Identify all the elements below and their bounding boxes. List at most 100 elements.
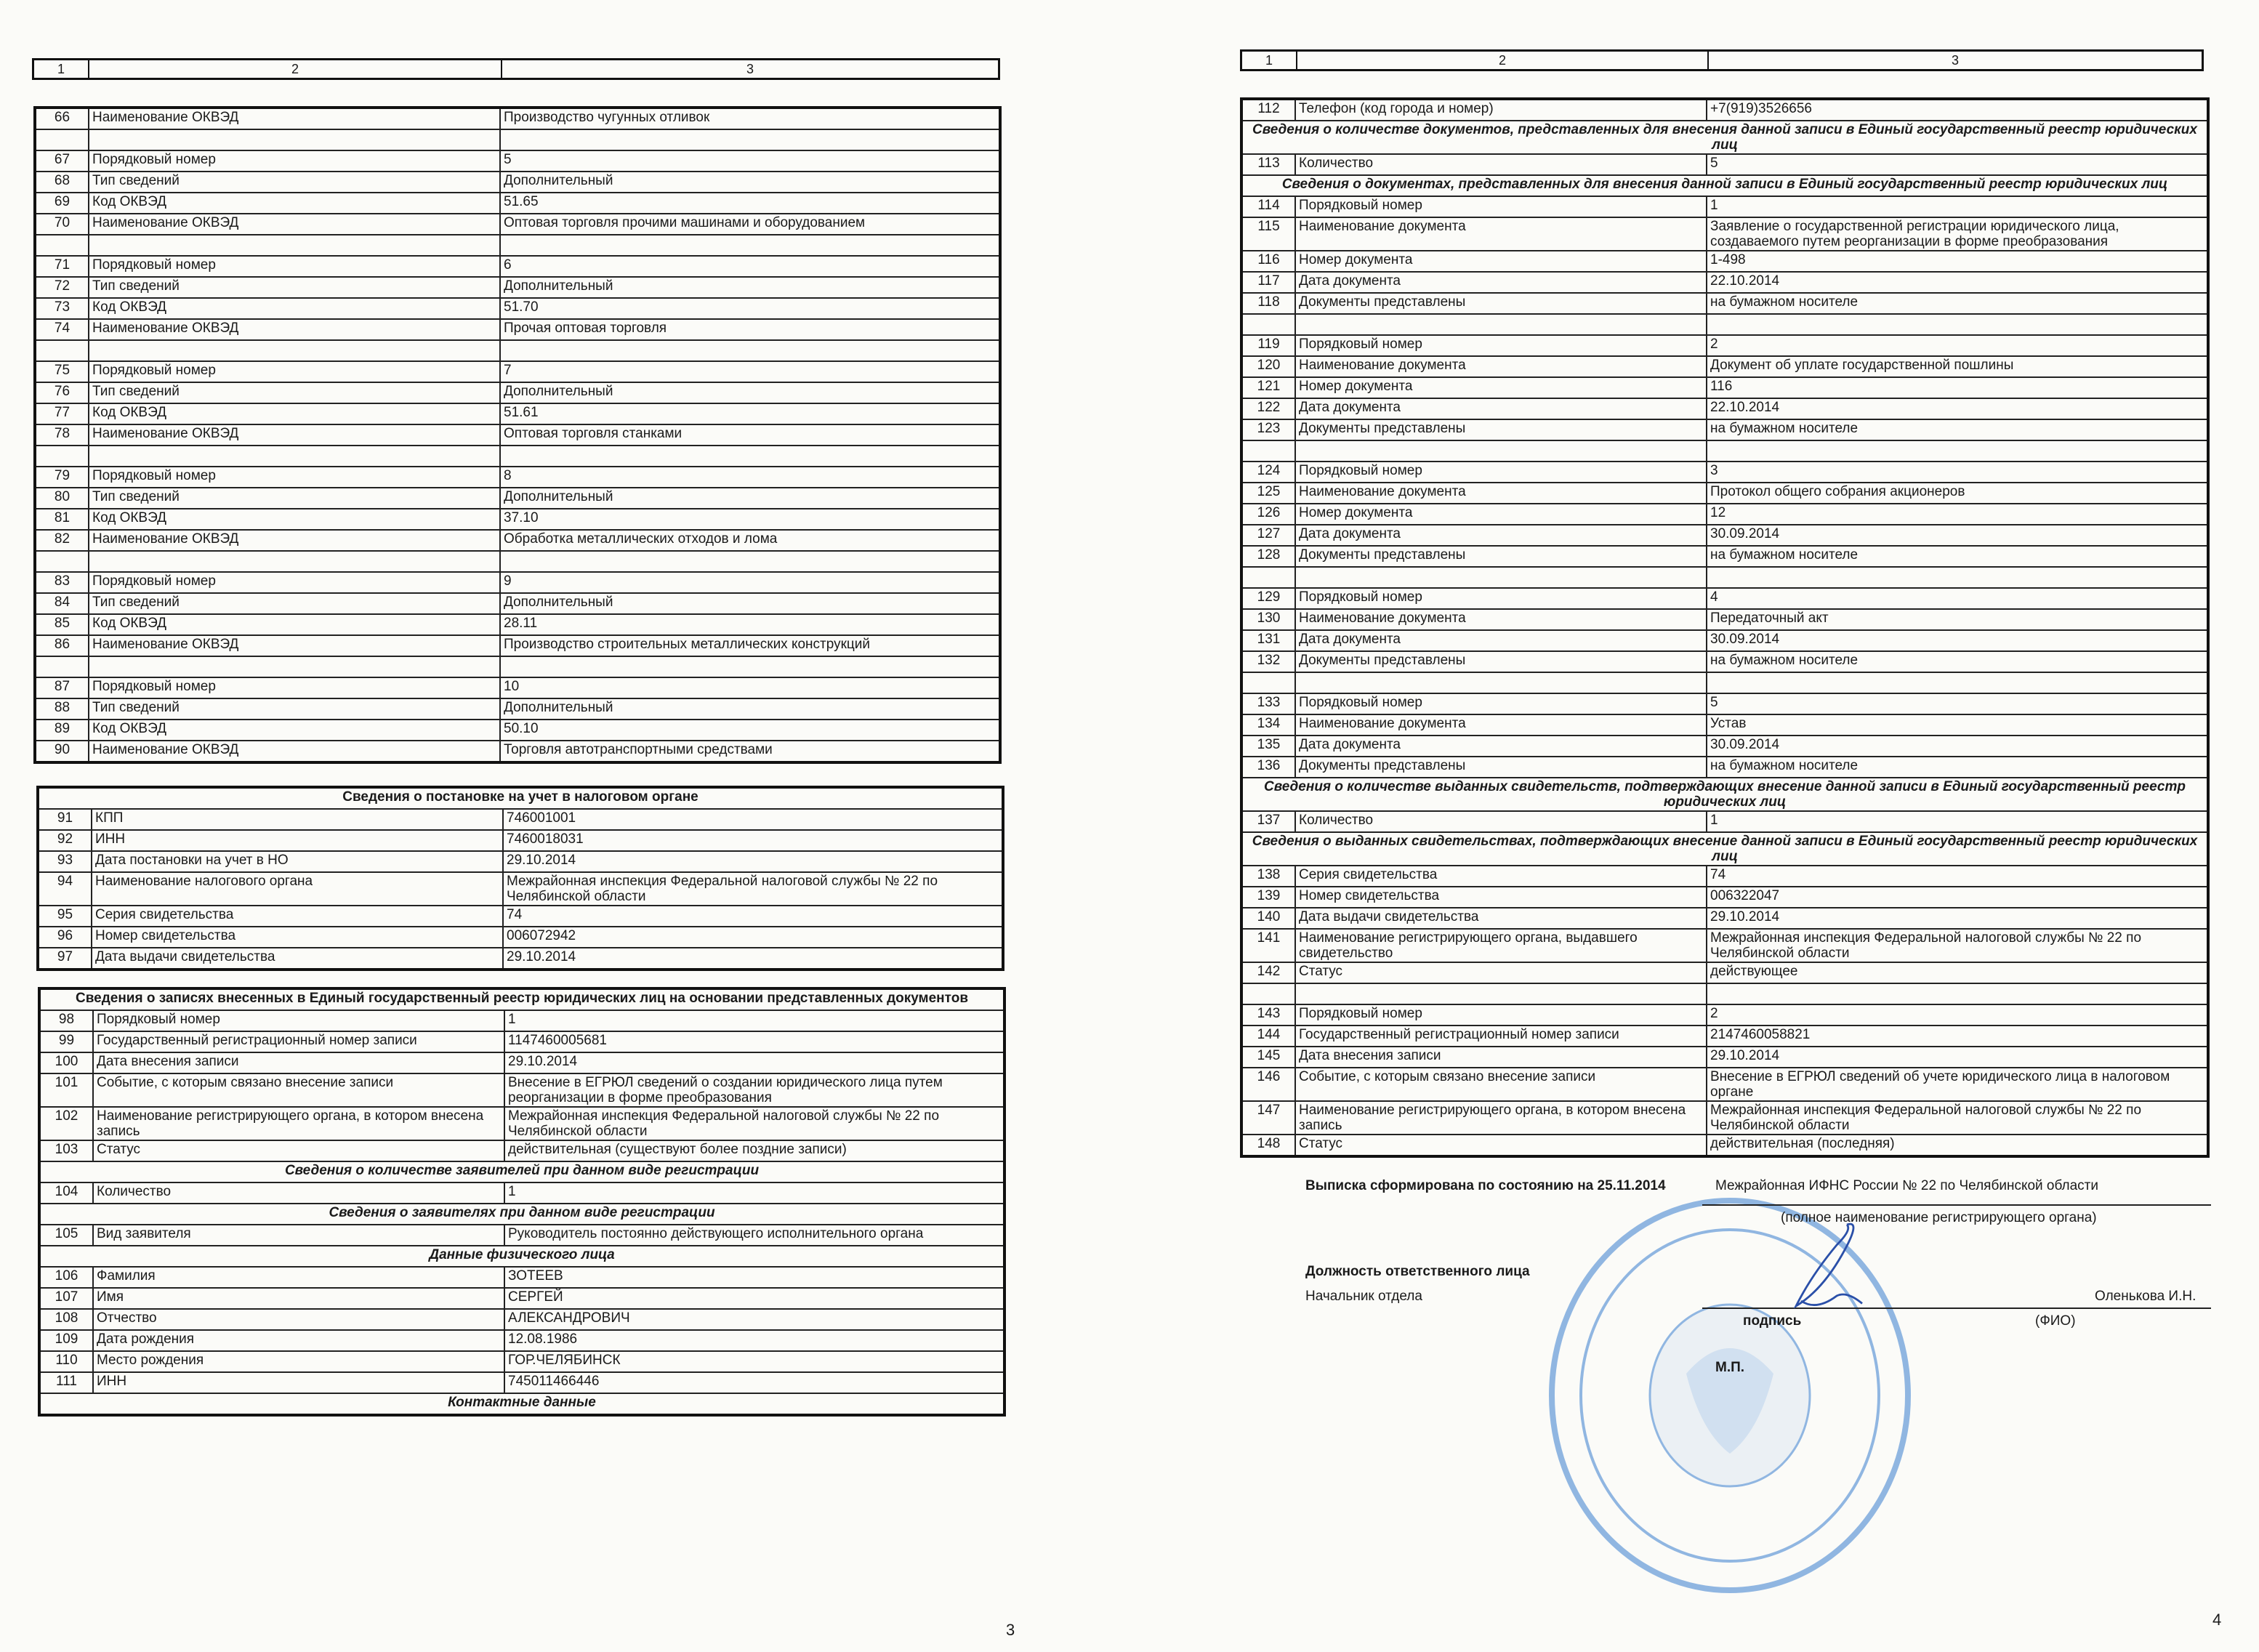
table-row: 99 Государственный регистрационный номер … [39,1031,1005,1053]
row-number: 137 [1241,810,1296,833]
field-name: Наименование документа [1294,217,1707,251]
field-name: Код ОКВЭД [88,719,501,741]
field-value: 116 [1706,376,2209,399]
section-header: Данные физического лица [39,1245,1005,1268]
empty-cell [88,550,501,573]
field-value: на бумажном носителе [1706,419,2209,441]
signature-underline [1702,1308,2211,1309]
field-value: 8 [499,466,1001,488]
column-header-row: 1 2 3 [32,58,1000,80]
field-name: Порядковый номер [1294,1004,1707,1026]
empty-cell [499,129,1001,151]
field-name: Тип сведений [88,171,501,193]
empty-cell [34,339,89,362]
field-value: 1 [1706,810,2209,833]
row-number: 121 [1241,376,1296,399]
field-value: 50.10 [499,719,1001,741]
field-value: 12 [1706,503,2209,525]
page-number: 4 [2212,1611,2222,1629]
row-number: 66 [34,107,89,130]
section-header-row: Сведения о документах, представленных дл… [1241,174,2209,197]
table-row: 120 Наименование документа Документ об упл… [1241,355,2209,378]
empty-cell [34,550,89,573]
empty-cell [1294,313,1707,336]
field-value: 4 [1706,587,2209,610]
row-number: 92 [37,829,92,852]
table-row: 78 Наименование ОКВЭД Оптовая торговля ста… [34,424,1001,446]
field-name: Дата внесения записи [92,1052,505,1074]
row-number: 83 [34,571,89,594]
separator-row [1241,440,2209,462]
field-value: 745011466446 [504,1371,1005,1394]
table-row: 147 Наименование регистрирующего органа, … [1241,1100,2209,1135]
field-name: ИНН [91,829,504,852]
field-name: Дата внесения записи [1294,1046,1707,1068]
table-row: 103 Статус действительная (существуют боле… [39,1140,1005,1162]
right-content: 112 Телефон (код города и номер) +7(919)35… [1240,97,2214,1396]
field-name: Тип сведений [88,487,501,509]
field-value: 3 [1706,461,2209,483]
field-value: 1 [1706,196,2209,218]
empty-cell [1241,672,1296,694]
position-label: Должность ответственного лица [1305,1264,1530,1279]
table-row: 114 Порядковый номер 1 [1241,196,2209,218]
table-row: 66 Наименование ОКВЭД Производство чугунны… [34,107,1001,130]
section-header-row: Сведения о выданных свидетельствах, подт… [1241,831,2209,866]
field-value: 51.70 [499,297,1001,320]
field-value: 22.10.2014 [1706,398,2209,420]
row-number: 141 [1241,928,1296,963]
row-number: 128 [1241,545,1296,568]
field-value: 12.08.1986 [504,1329,1005,1352]
table-row: 140 Дата выдачи свидетельства 29.10.2014 [1241,907,2209,930]
footer: Выписка сформирована по состоянию на 25.… [1240,1178,2214,1396]
empty-cell [1294,983,1707,1005]
table-row: 127 Дата документа 30.09.2014 [1241,524,2209,547]
field-name: Код ОКВЭД [88,192,501,214]
empty-cell [88,234,501,257]
row-number: 99 [39,1031,94,1053]
field-name: Документы представлены [1294,545,1707,568]
field-value: Обработка металлических отходов и лома [499,529,1001,552]
field-name: Фамилия [92,1266,505,1289]
table-row: 71 Порядковый номер 6 [34,255,1001,278]
field-name: Номер документа [1294,376,1707,399]
field-value: 746001001 [502,808,1004,831]
empty-cell [34,234,89,257]
field-value: 51.61 [499,403,1001,425]
field-value: 74 [1706,865,2209,887]
table-row: 73 Код ОКВЭД 51.70 [34,297,1001,320]
table-row: 74 Наименование ОКВЭД Прочая оптовая торго… [34,318,1001,341]
field-value: Дополнительный [499,171,1001,193]
table-row: 92 ИНН 7460018031 [37,829,1004,852]
table-row: 130 Наименование документа Передаточный ак… [1241,608,2209,631]
table-row: 143 Порядковый номер 2 [1241,1004,2209,1026]
row-number: 80 [34,487,89,509]
field-value: 5 [499,150,1001,172]
table-row: 135 Дата документа 30.09.2014 [1241,735,2209,757]
row-number: 133 [1241,693,1296,715]
field-name: Наименование ОКВЭД [88,213,501,235]
row-number: 112 [1241,98,1296,121]
table-row: 125 Наименование документа Протокол общего… [1241,482,2209,504]
field-name: Серия свидетельства [91,905,504,927]
separator-row [1241,313,2209,336]
row-number: 119 [1241,334,1296,357]
field-value: 2147460058821 [1706,1025,2209,1047]
table-row: 101 Событие, с которым связано внесение з… [39,1073,1005,1108]
field-name: Отчество [92,1308,505,1331]
left-tables: 66 Наименование ОКВЭД Производство чугунны… [33,106,1006,1417]
field-value: действительная (последняя) [1706,1134,2209,1157]
row-number: 146 [1241,1067,1296,1102]
row-number: 90 [34,740,89,763]
section-header-row: Сведения о количестве документов, предст… [1241,120,2209,155]
field-name: Документы представлены [1294,419,1707,441]
empty-cell [34,129,89,151]
row-number: 136 [1241,756,1296,778]
table-row: 118 Документы представлены на бумажном нос… [1241,292,2209,315]
table-row: 68 Тип сведений Дополнительный [34,171,1001,193]
row-number: 68 [34,171,89,193]
field-name: Дата документа [1294,735,1707,757]
field-name: Государственный регистрационный номер за… [1294,1025,1707,1047]
table-row: 119 Порядковый номер 2 [1241,334,2209,357]
field-name: Код ОКВЭД [88,403,501,425]
